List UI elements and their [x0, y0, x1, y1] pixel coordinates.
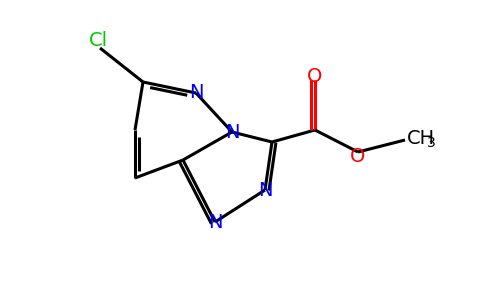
Text: Cl: Cl — [89, 31, 107, 50]
Text: 3: 3 — [427, 136, 436, 150]
Text: N: N — [258, 181, 272, 200]
Text: O: O — [350, 146, 366, 166]
Text: CH: CH — [407, 128, 435, 148]
Text: N: N — [225, 122, 239, 142]
Text: O: O — [307, 67, 323, 85]
Text: N: N — [189, 83, 203, 103]
Text: N: N — [208, 212, 222, 232]
